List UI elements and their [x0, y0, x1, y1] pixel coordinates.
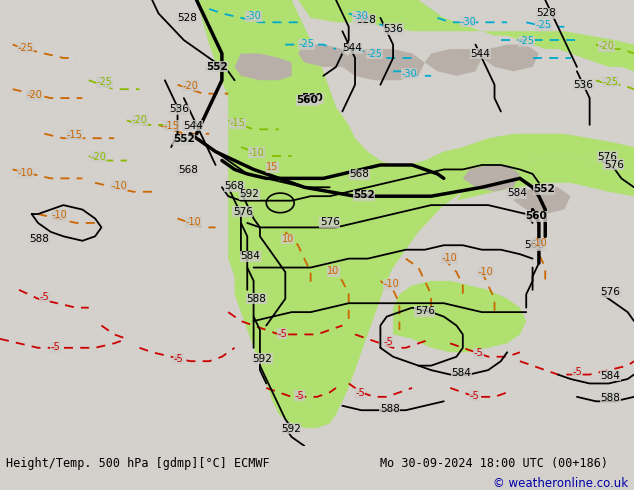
Text: 588: 588 — [600, 393, 621, 403]
Text: -5: -5 — [572, 368, 582, 377]
Text: -30: -30 — [353, 11, 368, 22]
Text: -30: -30 — [460, 17, 476, 27]
Text: 592: 592 — [252, 354, 273, 364]
Text: -10: -10 — [478, 267, 493, 277]
Text: -25: -25 — [299, 39, 315, 49]
Text: 588: 588 — [246, 294, 266, 304]
Text: -5: -5 — [39, 293, 49, 302]
Polygon shape — [425, 49, 482, 76]
Text: 536: 536 — [573, 80, 593, 90]
Text: -10: -10 — [384, 279, 399, 289]
Text: 552: 552 — [206, 62, 228, 72]
Text: 10: 10 — [327, 266, 340, 276]
Text: Mo 30-09-2024 18:00 UTC (00+186): Mo 30-09-2024 18:00 UTC (00+186) — [380, 457, 609, 470]
Text: -25: -25 — [536, 21, 552, 30]
Text: -10: -10 — [112, 181, 127, 191]
Text: -5: -5 — [474, 348, 484, 358]
Polygon shape — [393, 281, 526, 352]
Text: 568: 568 — [524, 240, 545, 250]
Text: -10: -10 — [186, 217, 201, 227]
Text: 560: 560 — [297, 96, 318, 105]
Text: -10: -10 — [531, 238, 547, 248]
Text: -5: -5 — [355, 388, 365, 398]
Text: 584: 584 — [507, 188, 527, 198]
Text: 584: 584 — [600, 371, 621, 381]
Text: 592: 592 — [239, 190, 259, 199]
Text: 552: 552 — [353, 190, 375, 200]
Polygon shape — [482, 45, 539, 72]
Text: -5: -5 — [51, 343, 61, 352]
Text: -20: -20 — [27, 91, 43, 100]
Text: 528: 528 — [177, 13, 197, 23]
Text: 576: 576 — [597, 152, 618, 162]
Text: © weatheronline.co.uk: © weatheronline.co.uk — [493, 477, 628, 490]
Text: -25: -25 — [96, 77, 113, 88]
Text: 544: 544 — [470, 49, 491, 58]
Text: -25: -25 — [366, 49, 382, 59]
Text: 568: 568 — [178, 165, 198, 175]
Text: -15: -15 — [163, 121, 179, 131]
Text: 560: 560 — [302, 93, 323, 103]
Polygon shape — [342, 49, 425, 80]
Text: -5: -5 — [383, 337, 393, 346]
Text: -10: -10 — [18, 168, 33, 178]
Polygon shape — [235, 53, 292, 80]
Text: -25: -25 — [602, 76, 619, 87]
Text: 544: 544 — [183, 121, 203, 131]
Text: -25: -25 — [17, 43, 34, 53]
Text: 588: 588 — [380, 404, 400, 414]
Polygon shape — [456, 156, 634, 201]
Text: Height/Temp. 500 hPa [gdmp][°C] ECMWF: Height/Temp. 500 hPa [gdmp][°C] ECMWF — [6, 457, 270, 470]
Text: -5: -5 — [277, 328, 287, 339]
Text: 576: 576 — [600, 287, 621, 297]
Text: -20: -20 — [598, 41, 614, 51]
Polygon shape — [514, 187, 571, 214]
Text: 576: 576 — [415, 306, 435, 316]
Text: 528: 528 — [536, 8, 557, 19]
Text: -10: -10 — [51, 210, 67, 221]
Text: 576: 576 — [233, 207, 253, 217]
Text: -5: -5 — [294, 391, 304, 401]
Text: -10: -10 — [249, 148, 264, 158]
Polygon shape — [298, 0, 634, 72]
Text: -30: -30 — [246, 11, 261, 22]
Text: -30: -30 — [401, 69, 417, 78]
Text: 576: 576 — [320, 217, 340, 227]
Polygon shape — [298, 45, 349, 67]
Text: -20: -20 — [90, 152, 107, 162]
Text: -15: -15 — [230, 118, 246, 128]
Text: -5: -5 — [469, 391, 479, 400]
Text: 576: 576 — [604, 160, 624, 170]
Text: 568: 568 — [349, 170, 370, 179]
Text: 544: 544 — [342, 43, 363, 53]
Text: 552: 552 — [533, 184, 555, 194]
Polygon shape — [197, 0, 634, 428]
Text: 15: 15 — [266, 162, 279, 172]
Polygon shape — [463, 165, 520, 192]
Text: 536: 536 — [169, 104, 190, 114]
Text: 584: 584 — [451, 368, 472, 378]
Text: 552: 552 — [173, 134, 195, 144]
Text: 584: 584 — [240, 251, 261, 261]
Text: 536: 536 — [383, 24, 403, 34]
Text: -20: -20 — [182, 81, 198, 91]
Text: 560: 560 — [526, 211, 547, 221]
Text: 528: 528 — [356, 15, 376, 24]
Text: 10: 10 — [281, 234, 294, 244]
Text: -25: -25 — [518, 36, 534, 47]
Text: 588: 588 — [29, 234, 49, 244]
Text: -10: -10 — [442, 253, 457, 263]
Text: -15: -15 — [67, 130, 83, 140]
Text: 592: 592 — [281, 424, 301, 434]
Text: -20: -20 — [131, 115, 148, 125]
Text: 568: 568 — [224, 181, 245, 192]
Text: -5: -5 — [174, 353, 184, 364]
